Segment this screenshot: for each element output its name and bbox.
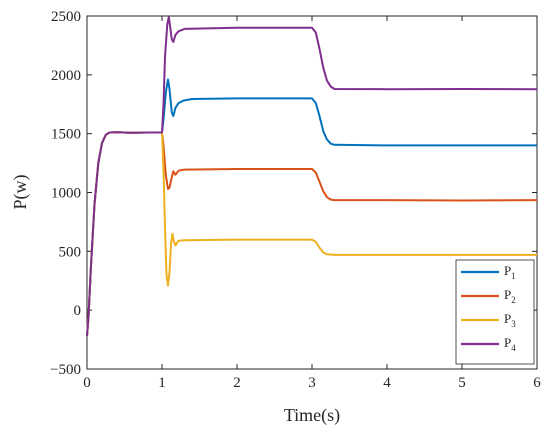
x-axis: 0 1 2 3 4 5 6 — [83, 16, 541, 391]
x-tick-label: 3 — [308, 375, 316, 391]
y-tick-label: 2000 — [51, 68, 81, 84]
y-tick-label: 0 — [74, 303, 82, 319]
series-line-p4 — [86, 16, 538, 337]
legend-label-p4: P4 — [504, 335, 516, 353]
y-axis: −500 0 500 1000 1500 2000 2500 — [50, 9, 537, 378]
x-tick-label: 4 — [383, 375, 391, 391]
legend: P1 P2 P3 P4 — [455, 259, 535, 365]
series-lines — [86, 16, 538, 337]
y-tick-label: 1500 — [51, 127, 81, 143]
x-tick-label: 5 — [458, 375, 466, 391]
x-tick-label: 1 — [158, 375, 166, 391]
y-tick-label: 500 — [59, 244, 82, 260]
y-tick-label: −500 — [50, 362, 81, 378]
legend-box — [455, 259, 535, 365]
legend-label-p1: P1 — [504, 263, 516, 281]
x-tick-label: 2 — [233, 375, 241, 391]
y-tick-label: 2500 — [51, 9, 81, 25]
x-tick-label: 0 — [83, 375, 91, 391]
legend-label-p2: P2 — [504, 287, 516, 305]
y-axis-title: P(w) — [10, 174, 31, 209]
x-tick-label: 6 — [533, 375, 541, 391]
legend-label-p3: P3 — [504, 311, 516, 329]
x-axis-title: Time(s) — [284, 405, 340, 426]
y-tick-label: 1000 — [51, 186, 81, 202]
